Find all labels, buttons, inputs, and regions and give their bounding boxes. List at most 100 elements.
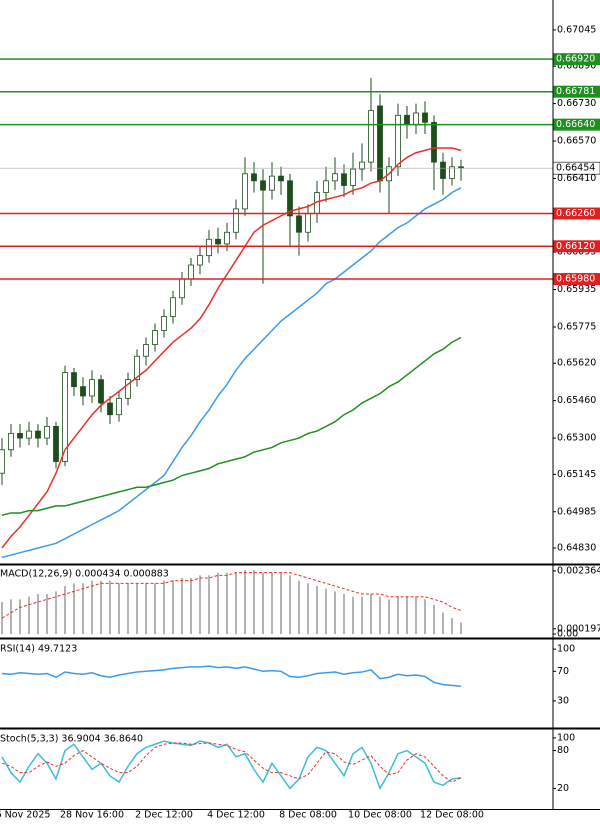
level-label: 0.66120 [556, 241, 595, 252]
candle-body [341, 173, 347, 186]
candle-body [395, 114, 401, 168]
candle-body [116, 397, 122, 416]
candle-body [161, 316, 167, 331]
y-tick-label: 0.65145 [557, 469, 596, 480]
candle-body [17, 433, 23, 439]
candle-body [62, 372, 68, 462]
macd-bar [298, 580, 300, 635]
candle-body [413, 112, 419, 126]
macd-bar [397, 596, 399, 635]
y-tick-label: 0.64830 [557, 543, 596, 554]
candle-body [278, 175, 284, 182]
level-box [553, 118, 600, 131]
macd-bar [253, 570, 255, 635]
y-tick-label: 30 [557, 695, 569, 706]
candle-body [89, 379, 95, 397]
candle-body [53, 426, 59, 462]
macd-bar [208, 575, 210, 635]
candle-body [449, 166, 455, 179]
candle-body [269, 175, 275, 191]
macd-bar [451, 618, 453, 635]
macd-bar [64, 586, 66, 635]
x-tick-label: 4 Dec 12:00 [207, 810, 265, 821]
macd-bar [343, 594, 345, 635]
macd-bar [316, 586, 318, 635]
candle-body [404, 114, 410, 126]
candle-body [188, 264, 194, 280]
x-tick-label: 8 Dec 08:00 [279, 810, 337, 821]
macd-bar [91, 580, 93, 635]
y-tick-label: 0.65935 [557, 284, 596, 295]
last-price-label: 0.66454 [556, 163, 595, 174]
candle-body [107, 402, 113, 416]
level-box [553, 207, 600, 220]
panel-title: Stoch(5,3,3) 36.9004 36.8640 [0, 734, 143, 745]
level-box [553, 273, 600, 286]
indicator-line [1, 336, 462, 517]
candle-body [440, 161, 446, 179]
candle-body [206, 238, 212, 257]
indicator-line [1, 742, 462, 783]
candle-body [287, 180, 293, 217]
level-box [553, 53, 600, 66]
x-tick-label: 2 Dec 12:00 [135, 810, 193, 821]
candle-body [332, 173, 338, 182]
y-tick-label: 70 [557, 666, 569, 677]
macd-bar [442, 612, 444, 635]
y-tick-label: 0.000197 [557, 623, 600, 634]
macd-bar [154, 583, 156, 635]
macd-bar [82, 583, 84, 635]
candle-body [152, 330, 158, 345]
candle-body [197, 255, 203, 266]
y-tick-label: 20 [557, 783, 569, 794]
macd-bar [190, 578, 192, 635]
candle-body [431, 121, 437, 163]
candle-body [323, 180, 329, 193]
macd-bar [181, 578, 183, 635]
macd-bar [73, 583, 75, 635]
level-label: 0.66640 [556, 119, 595, 130]
macd-bar [136, 583, 138, 635]
macd-bar [244, 570, 246, 635]
candle-body [35, 430, 41, 439]
candle-body [134, 355, 140, 381]
candle-body [260, 180, 266, 191]
macd-bar [199, 575, 201, 635]
macd-bar [127, 583, 129, 635]
macd-bar [289, 575, 291, 635]
macd-bar [55, 591, 57, 635]
y-tick-label: 100 [557, 644, 575, 655]
macd-bar [46, 594, 48, 635]
candle-body [71, 372, 77, 388]
candle-body [125, 379, 131, 399]
y-tick-label: 80 [557, 745, 569, 756]
y-tick-label: 0.67045 [557, 24, 596, 35]
macd-bar [271, 572, 273, 635]
macd-bar [226, 572, 228, 635]
indicator-line [1, 187, 462, 559]
y-tick-label: 0.66570 [557, 136, 596, 147]
candle-body [305, 213, 311, 233]
level-label: 0.65980 [556, 274, 595, 285]
level-label: 0.66920 [556, 54, 595, 65]
macd-bar [352, 596, 354, 635]
x-tick-label: 28 Nov 16:00 [60, 810, 124, 821]
macd-bar [379, 596, 381, 635]
candle-body [98, 379, 104, 404]
y-tick-label: 0.64985 [557, 506, 596, 517]
macd-bar [460, 622, 462, 635]
candle-body [170, 297, 176, 317]
macd-bar [10, 599, 12, 635]
candle-body [0, 449, 5, 474]
macd-bar [235, 572, 237, 635]
macd-bar [118, 583, 120, 635]
macd-bar [415, 596, 417, 635]
y-tick-label: 0.65775 [557, 321, 596, 332]
candle-body [179, 278, 185, 299]
x-tick-label: 10 Dec 08:00 [348, 810, 412, 821]
level-box [553, 85, 600, 98]
candle-body [233, 208, 239, 233]
y-tick-label: 0.65300 [557, 433, 596, 444]
indicator-line [1, 572, 462, 619]
